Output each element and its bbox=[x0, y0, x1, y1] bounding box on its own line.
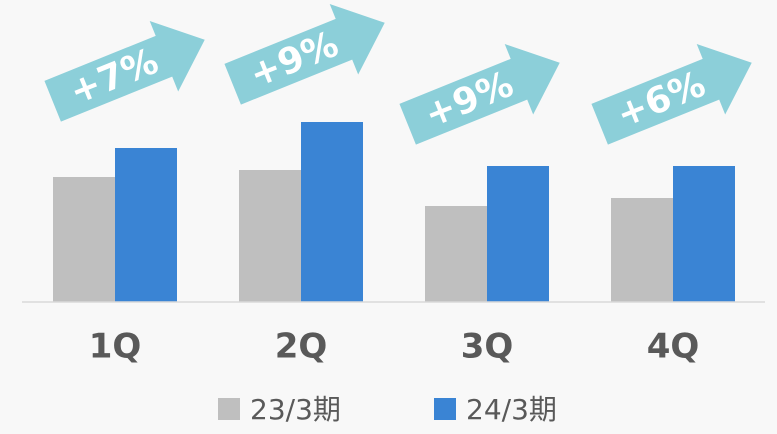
bar bbox=[301, 122, 363, 302]
x-tick-label: 4Q bbox=[647, 327, 700, 367]
arrow-shape bbox=[399, 44, 560, 145]
x-tick-label: 3Q bbox=[461, 327, 514, 367]
bar bbox=[611, 198, 673, 302]
x-tick-label: 2Q bbox=[275, 327, 328, 367]
bar bbox=[673, 166, 735, 302]
x-tick-label: 1Q bbox=[89, 327, 142, 367]
arrow-shape bbox=[44, 21, 205, 122]
bar bbox=[53, 177, 115, 302]
arrow-shape bbox=[591, 44, 752, 145]
bar bbox=[487, 166, 549, 302]
legend-swatch bbox=[218, 398, 240, 420]
legend-swatch bbox=[434, 398, 456, 420]
legend-label: 23/3期 bbox=[250, 393, 341, 426]
bar bbox=[425, 206, 487, 302]
arrow-shape bbox=[224, 4, 385, 105]
bar bbox=[115, 148, 177, 302]
legend-label: 24/3期 bbox=[466, 393, 557, 426]
bar bbox=[239, 170, 301, 302]
